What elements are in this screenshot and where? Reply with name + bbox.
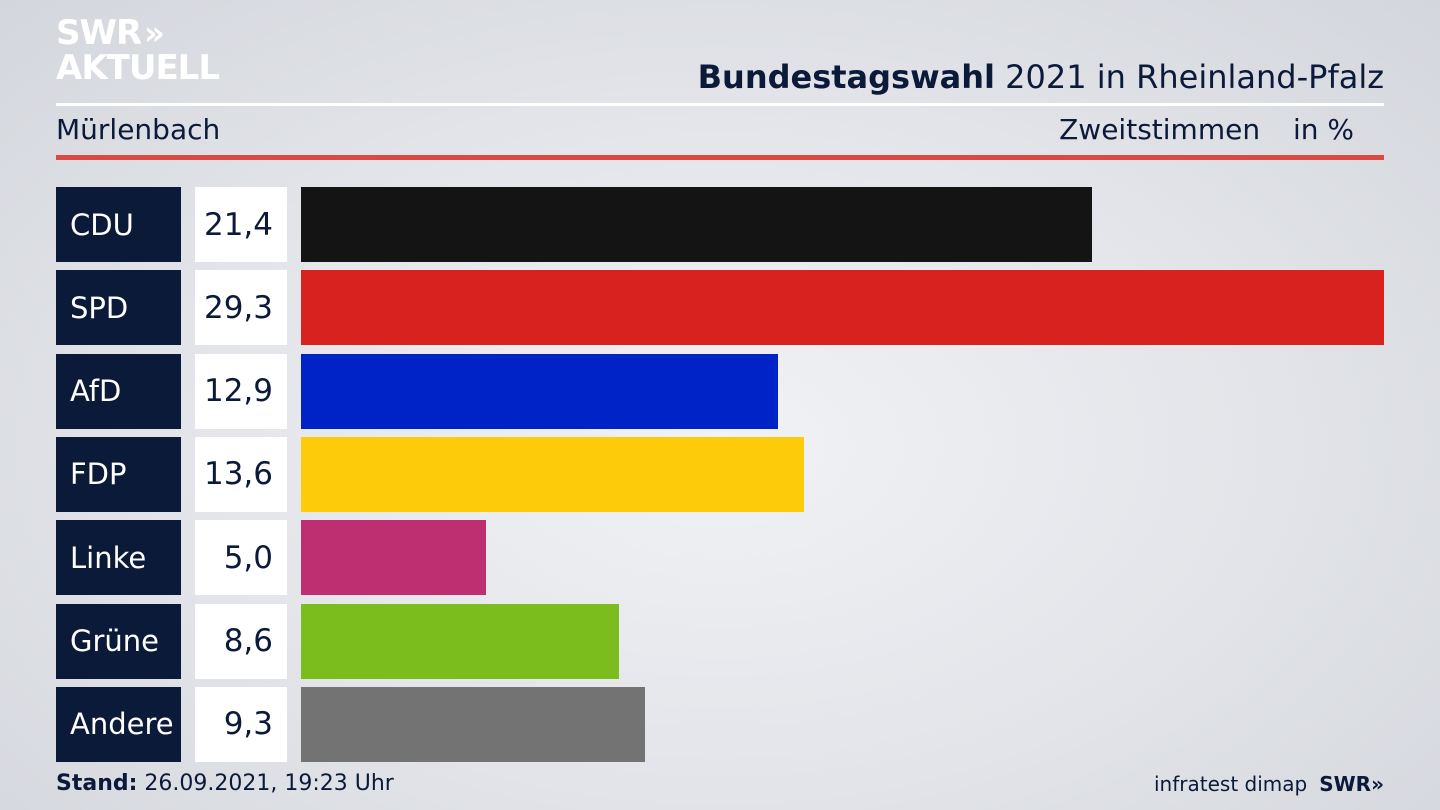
timestamp: Stand: 26.09.2021, 19:23 Uhr	[56, 771, 394, 796]
bar	[301, 603, 619, 679]
header-divider	[56, 103, 1384, 106]
bar	[301, 520, 486, 596]
source-credit: infratest dimap SWR»	[1154, 772, 1384, 796]
chevron-right-icon: »	[144, 14, 165, 52]
value-label: 13,6	[195, 436, 287, 512]
vote-type: Zweitstimmen	[1059, 113, 1261, 146]
bar-row: SPD 29,3	[56, 270, 1384, 346]
swr-logo: SWR»	[1319, 772, 1384, 796]
party-label: FDP	[56, 436, 181, 512]
party-label: Andere	[56, 686, 181, 762]
party-label: CDU	[56, 187, 181, 262]
bar-row: Andere 9,3	[56, 686, 1384, 762]
value-label: 9,3	[195, 686, 287, 762]
bar-row: Linke 5,0	[56, 520, 1384, 596]
party-label: Linke	[56, 520, 181, 596]
party-label: Grüne	[56, 603, 181, 679]
logo-line1: SWR	[56, 13, 142, 53]
brand-label: SWR	[1319, 772, 1372, 796]
unit-label: in %	[1292, 113, 1354, 146]
value-label: 21,4	[195, 187, 287, 262]
party-label: AfD	[56, 353, 181, 429]
chart-meta: Zweitstimmen in %	[1059, 113, 1354, 146]
stand-label: Stand:	[56, 771, 138, 796]
title-rest: 2021 in Rheinland-Pfalz	[1005, 58, 1384, 96]
stand-value: 26.09.2021, 19:23 Uhr	[144, 771, 394, 796]
bar-row: Grüne 8,6	[56, 603, 1384, 679]
value-label: 12,9	[195, 353, 287, 429]
title-bold: Bundestagswahl	[697, 58, 995, 96]
bar-row: FDP 13,6	[56, 436, 1384, 512]
accent-divider	[56, 155, 1384, 160]
bar	[301, 187, 1092, 262]
chevron-right-icon: »	[1371, 772, 1384, 796]
swr-aktuell-logo: SWR » AKTUELL	[56, 13, 220, 88]
bar	[301, 353, 778, 429]
logo-line2: AKTUELL	[56, 48, 220, 88]
source-label: infratest dimap	[1154, 772, 1308, 796]
value-label: 8,6	[195, 603, 287, 679]
bar-row: AfD 12,9	[56, 353, 1384, 429]
place-name: Mürlenbach	[56, 113, 221, 146]
bar	[301, 270, 1384, 346]
bar	[301, 436, 804, 512]
value-label: 5,0	[195, 520, 287, 596]
bar	[301, 686, 645, 762]
party-label: SPD	[56, 270, 181, 346]
bar-row: CDU 21,4	[56, 187, 1384, 262]
value-label: 29,3	[195, 270, 287, 346]
chart-title: Bundestagswahl 2021 in Rheinland-Pfalz	[698, 58, 1384, 96]
